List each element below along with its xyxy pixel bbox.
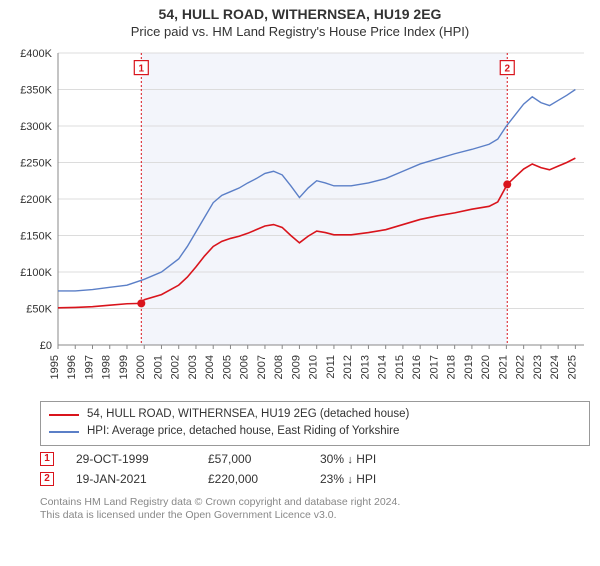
legend-label: 54, HULL ROAD, WITHERNSEA, HU19 2EG (det…	[87, 406, 409, 423]
sale-marker: 1	[40, 452, 54, 466]
svg-text:2015: 2015	[394, 355, 406, 379]
svg-text:2006: 2006	[239, 355, 251, 379]
down-arrow-icon: ↓	[347, 454, 353, 466]
svg-text:2011: 2011	[325, 355, 337, 379]
svg-text:2: 2	[504, 64, 510, 75]
svg-text:1998: 1998	[101, 355, 113, 379]
svg-text:2016: 2016	[411, 355, 423, 379]
svg-text:2009: 2009	[290, 355, 302, 379]
svg-text:£50K: £50K	[26, 304, 52, 316]
legend-swatch	[49, 431, 79, 433]
sale-date: 29-OCT-1999	[76, 452, 186, 466]
svg-text:1: 1	[139, 64, 145, 75]
legend: 54, HULL ROAD, WITHERNSEA, HU19 2EG (det…	[40, 401, 590, 446]
svg-text:2013: 2013	[359, 355, 371, 379]
svg-text:£300K: £300K	[20, 121, 52, 133]
svg-text:2012: 2012	[342, 355, 354, 379]
svg-text:2020: 2020	[480, 355, 492, 379]
svg-text:2021: 2021	[497, 355, 509, 379]
svg-text:£400K: £400K	[20, 48, 52, 60]
sale-date: 19-JAN-2021	[76, 472, 186, 486]
down-arrow-icon: ↓	[347, 474, 353, 486]
chart-svg: £0 £50K £100K £150K £200K £250K £300K £350K £400…	[10, 45, 590, 395]
sale-diff: 23% ↓ HPI	[320, 472, 376, 486]
svg-text:2005: 2005	[221, 355, 233, 379]
footer-line: This data is licensed under the Open Gov…	[40, 509, 600, 523]
svg-text:2022: 2022	[515, 355, 527, 379]
legend-label: HPI: Average price, detached house, East…	[87, 423, 399, 440]
svg-text:2017: 2017	[428, 355, 440, 379]
sale-row: 2 19-JAN-2021 £220,000 23% ↓ HPI	[40, 472, 600, 486]
svg-text:2010: 2010	[308, 355, 320, 379]
price-chart: £0 £50K £100K £150K £200K £250K £300K £350K £400…	[10, 45, 590, 395]
svg-text:2025: 2025	[566, 355, 578, 379]
svg-text:2014: 2014	[377, 355, 389, 379]
svg-text:1999: 1999	[118, 355, 130, 379]
svg-text:2004: 2004	[204, 355, 216, 379]
legend-swatch	[49, 414, 79, 416]
sale-diff: 30% ↓ HPI	[320, 452, 376, 466]
sale-row: 1 29-OCT-1999 £57,000 30% ↓ HPI	[40, 452, 600, 466]
svg-text:1996: 1996	[66, 355, 78, 379]
svg-text:£100K: £100K	[20, 267, 52, 279]
sale-price: £220,000	[208, 472, 298, 486]
sales-list: 1 29-OCT-1999 £57,000 30% ↓ HPI 2 19-JAN-2021…	[0, 452, 600, 486]
svg-text:2002: 2002	[170, 355, 182, 379]
svg-text:2008: 2008	[273, 355, 285, 379]
svg-text:£0: £0	[40, 340, 52, 352]
sale-marker: 2	[40, 472, 54, 486]
page-title: 54, HULL ROAD, WITHERNSEA, HU19 2EG	[0, 6, 600, 22]
svg-text:2019: 2019	[463, 355, 475, 379]
sale-price: £57,000	[208, 452, 298, 466]
svg-text:£250K: £250K	[20, 158, 52, 170]
svg-text:2023: 2023	[532, 355, 544, 379]
svg-text:2003: 2003	[187, 355, 199, 379]
page-subtitle: Price paid vs. HM Land Registry's House …	[0, 24, 600, 39]
svg-text:2018: 2018	[446, 355, 458, 379]
legend-item: HPI: Average price, detached house, East…	[49, 423, 581, 440]
svg-text:1997: 1997	[83, 355, 95, 379]
svg-text:£150K: £150K	[20, 231, 52, 243]
svg-text:£200K: £200K	[20, 194, 52, 206]
svg-text:1995: 1995	[49, 355, 61, 379]
footer: Contains HM Land Registry data © Crown c…	[40, 496, 600, 523]
svg-text:£350K: £350K	[20, 85, 52, 97]
legend-item: 54, HULL ROAD, WITHERNSEA, HU19 2EG (det…	[49, 406, 581, 423]
svg-text:2007: 2007	[256, 355, 268, 379]
svg-text:2000: 2000	[135, 355, 147, 379]
svg-text:2001: 2001	[152, 355, 164, 379]
svg-text:2024: 2024	[549, 355, 561, 379]
footer-line: Contains HM Land Registry data © Crown c…	[40, 496, 600, 510]
